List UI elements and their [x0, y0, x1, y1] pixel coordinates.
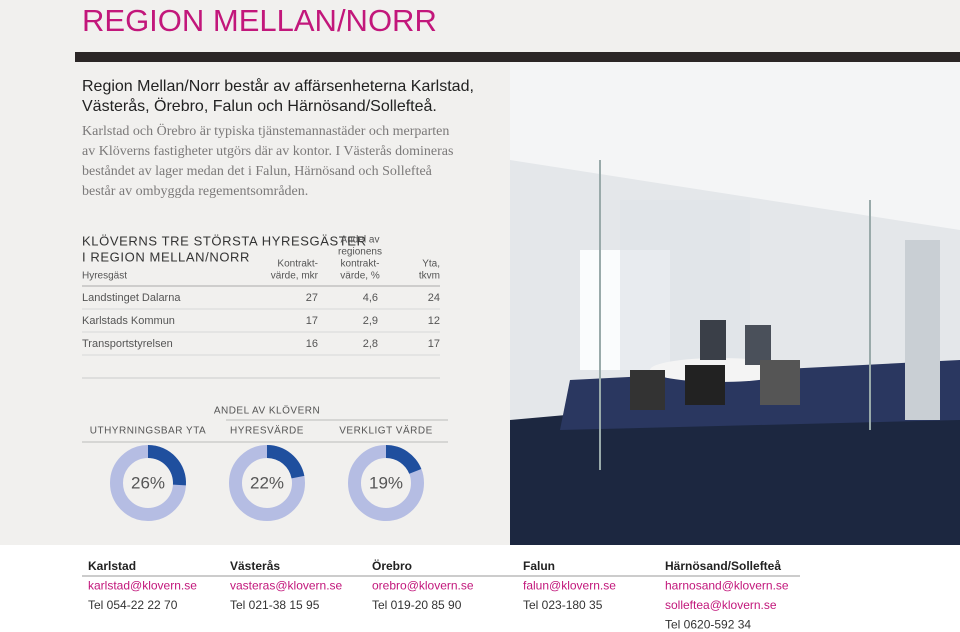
contact-phone: Tel 021-38 15 95: [230, 598, 320, 612]
intro-body: av Klöverns fastigheter utgörs där av ko…: [82, 144, 453, 159]
contact-email: orebro@klovern.se: [372, 579, 474, 593]
contact-email: harnosand@klovern.se: [665, 579, 789, 593]
donut-segment: [148, 445, 187, 486]
photo: [510, 62, 960, 545]
table-title: KLÖVERNS TRE STÖRSTA HYRESGÄSTER: [82, 233, 367, 248]
contact-email: falun@klovern.se: [523, 579, 616, 593]
donut-label: UTHYRNINGSBAR YTA: [90, 426, 206, 437]
contact-phone: Tel 054-22 22 70: [88, 598, 178, 612]
table-cell: Karlstads Kommun: [82, 315, 175, 327]
table-cell: 17: [306, 315, 318, 327]
table-cell: 24: [428, 292, 440, 304]
table-column-header: Hyresgäst: [82, 271, 127, 282]
intro-body: Karlstad och Örebro är typiska tjänstema…: [82, 122, 449, 139]
table-title: I REGION MELLAN/NORR: [82, 249, 250, 264]
intro-body: består av ombyggda regementsområden.: [82, 184, 308, 199]
table-column-header: regionens: [338, 247, 382, 258]
table-cell: 4,6: [363, 292, 378, 304]
intro-body: beståndet av lager medan det i Falun, Hä…: [82, 164, 433, 179]
table-cell: 2,9: [363, 315, 378, 327]
table-column-header: Yta,: [422, 259, 440, 270]
contact-phone: Tel 0620-592 34: [665, 618, 751, 632]
contact-city: Falun: [523, 559, 555, 573]
table-column-header: kontrakt-: [341, 259, 380, 270]
contact-city: Örebro: [372, 558, 412, 573]
contact-city: Härnösand/Sollefteå: [665, 559, 781, 573]
contact-email: vasteras@klovern.se: [230, 579, 343, 593]
contact-email: sollefteа@klovern.se: [665, 598, 777, 612]
intro-lead: Region Mellan/Norr består av affärsenhet…: [82, 77, 474, 95]
donut-value: 26%: [131, 473, 165, 492]
contact-phone: Tel 023-180 35: [523, 598, 603, 612]
table-cell: 16: [306, 338, 318, 350]
donut-segment: [267, 445, 305, 479]
donut-value: 19%: [369, 473, 403, 492]
contact-city: Karlstad: [88, 559, 136, 573]
intro-lead: Västerås, Örebro, Falun och Härnösand/So…: [82, 97, 437, 115]
table-cell: 2,8: [363, 338, 378, 350]
table-cell: 27: [306, 292, 318, 304]
table-column-header: tkvm: [419, 271, 440, 282]
donut-value: 22%: [250, 473, 284, 492]
table-column-header: Kontrakt-: [277, 259, 318, 270]
donut-label: VERKLIGT VÄRDE: [339, 425, 433, 437]
contact-city: Västerås: [230, 559, 280, 573]
table-cell: 12: [428, 315, 440, 327]
page-title: REGION MELLAN/NORR: [82, 3, 437, 38]
table-cell: Landstinget Dalarna: [82, 292, 181, 304]
contact-phone: Tel 019-20 85 90: [372, 598, 462, 612]
table-cell: 17: [428, 338, 440, 350]
contact-email: karlstad@klovern.se: [88, 579, 197, 593]
donut-segment: [386, 445, 422, 474]
table-cell: Transportstyrelsen: [82, 338, 173, 350]
donut-heading: ANDEL AV KLÖVERN: [214, 405, 320, 417]
table-column-header: värde, %: [340, 271, 380, 282]
table-column-header: Andel av: [341, 235, 380, 246]
table-column-header: värde, mkr: [271, 271, 319, 282]
top-bar: [75, 52, 960, 62]
donut-label: HYRESVÄRDE: [230, 425, 304, 437]
